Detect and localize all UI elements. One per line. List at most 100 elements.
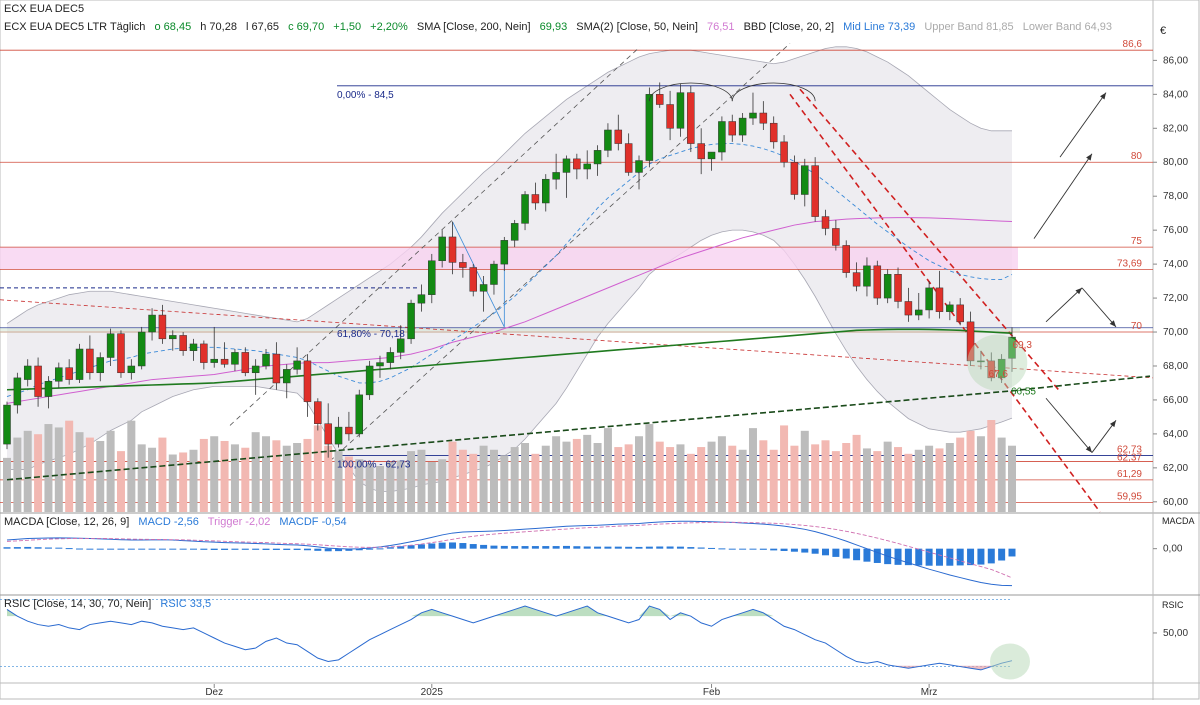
rsi-header: RSIC [Close, 14, 30, 70, Nein] RSIC 33,5: [4, 598, 217, 610]
macdf-bar: [324, 548, 332, 552]
candle-body: [1008, 336, 1016, 359]
candle: [179, 332, 187, 356]
trigger-value: Trigger -2,02: [207, 516, 271, 528]
low-value: l 67,65: [246, 21, 280, 33]
candle-body: [769, 122, 778, 143]
candle: [241, 347, 250, 377]
candle-body: [189, 343, 198, 351]
candle: [852, 262, 861, 292]
macdf-bar: [614, 546, 622, 549]
symbol-title: ECX EUA DEC5: [4, 3, 90, 15]
macdf-bar: [697, 547, 705, 549]
macdf-bar: [790, 548, 798, 552]
candle-body: [417, 294, 426, 304]
macdf-bar: [303, 548, 311, 551]
volume-bar: [624, 444, 633, 512]
candle: [55, 362, 63, 389]
macdf-bar: [480, 544, 488, 549]
volume-bar: [85, 437, 94, 512]
highlight-circle-rsi: [990, 643, 1030, 680]
volume-bar: [717, 436, 726, 512]
candle: [790, 155, 799, 200]
macdf-bar: [407, 545, 415, 549]
forecast-arrow-1-head: [1100, 92, 1106, 100]
macd-label: MACDA [Close, 12, 26, 9]: [4, 516, 130, 528]
volume-bar: [976, 436, 985, 512]
candle-body: [873, 265, 882, 299]
macdf-bar: [573, 546, 581, 549]
macdf-bar: [469, 544, 477, 549]
candle-body: [293, 360, 301, 370]
volume-bar: [541, 445, 550, 512]
macdf-bar: [148, 548, 156, 550]
bollinger-mid-line: [6, 143, 1013, 397]
candle-body: [158, 314, 167, 340]
candle-body: [65, 367, 73, 380]
macdf-bar: [666, 546, 674, 549]
currency-symbol: €: [1160, 25, 1172, 37]
candle-body: [137, 331, 146, 367]
macdf-bar: [904, 548, 912, 566]
resistance-zone: [0, 247, 1018, 270]
volume-bar: [883, 441, 892, 512]
instrument-label: ECX EUA DEC5 LTR Täglich: [4, 21, 146, 33]
macdf-bar: [179, 548, 187, 550]
support-zone-70: [0, 327, 1020, 333]
candle: [728, 114, 737, 142]
candle: [169, 330, 177, 351]
candle-body: [759, 112, 768, 124]
candle: [117, 330, 125, 378]
candle: [977, 350, 985, 370]
candle-body: [13, 377, 22, 406]
forecast-arrow-1: [1059, 92, 1107, 158]
volume-bar: [282, 445, 291, 512]
candle: [697, 128, 705, 175]
candle: [210, 326, 218, 368]
candle-body: [977, 360, 985, 363]
macdf-bar: [76, 548, 84, 550]
open-value: o 68,45: [154, 21, 192, 33]
candle: [127, 359, 136, 380]
macdf-bar: [335, 548, 343, 552]
macdf-bar: [708, 547, 716, 549]
candle: [407, 299, 415, 344]
volume-bar: [137, 444, 146, 512]
volume-bar: [396, 460, 405, 512]
price-axis-tick: 66,00: [1163, 395, 1188, 406]
macdf-bar: [3, 547, 11, 549]
candle-body: [987, 360, 996, 379]
forecast-arrow-2: [1033, 153, 1093, 239]
level-label: 62,73: [1117, 444, 1142, 455]
volume-bar: [521, 443, 530, 512]
volume-bar: [904, 453, 913, 512]
macdf-bar: [583, 546, 591, 549]
candle: [500, 236, 509, 271]
candle-body: [676, 92, 685, 129]
macdf-bar: [594, 546, 602, 549]
macdf-bar: [935, 548, 943, 566]
macdf-bar: [490, 545, 498, 549]
macdf-bar: [832, 548, 840, 557]
candle-body: [604, 129, 612, 151]
macd-axis-tick: 0,00: [1163, 544, 1183, 555]
volume-bar: [800, 430, 809, 512]
candle-body: [842, 245, 850, 273]
candle-body: [883, 274, 892, 299]
macdf-bar: [65, 548, 73, 550]
price-axis-tick: 64,00: [1163, 429, 1188, 440]
bbd-lower: Lower Band 64,93: [1022, 21, 1113, 33]
volume-bar: [572, 438, 581, 512]
candle-body: [687, 92, 695, 144]
candle: [469, 264, 477, 297]
macdf-bar: [293, 548, 301, 550]
candle-body: [552, 172, 560, 180]
macdf-bar: [210, 548, 218, 550]
price-axis-tick: 62,00: [1163, 463, 1188, 474]
main-header: ECX EUA DEC5 LTR Täglich o 68,45 h 70,28…: [4, 21, 1118, 33]
candle-body: [179, 335, 187, 351]
volume-bar: [189, 449, 198, 512]
macdf-bar: [107, 548, 115, 550]
candle-body: [542, 178, 550, 204]
candle: [365, 360, 374, 400]
